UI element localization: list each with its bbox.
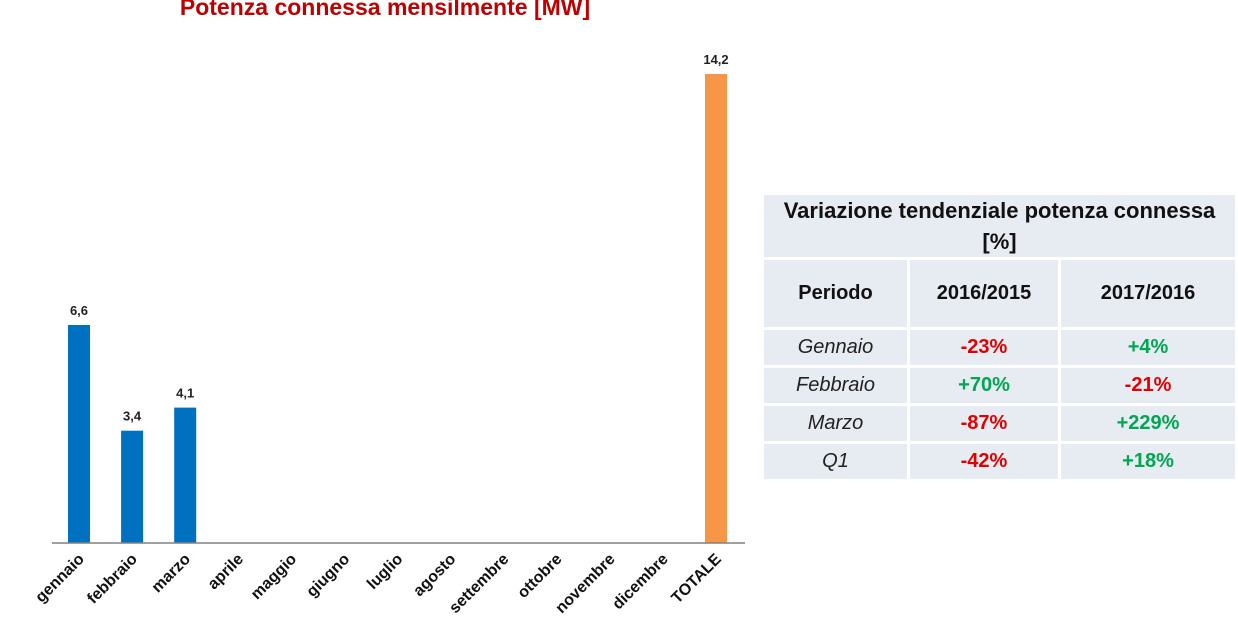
- x-tick-aprile: aprile: [205, 551, 247, 593]
- value-cell: -21%: [1057, 365, 1238, 406]
- x-tick-giugno: giugno: [304, 551, 354, 601]
- x-tick-febbraio: febbraio: [84, 551, 141, 608]
- period-cell: Gennaio: [761, 327, 910, 368]
- data-label-febbraio: 3,4: [123, 409, 142, 424]
- data-label-gennaio: 6,6: [70, 303, 88, 318]
- x-tick-ottobre: ottobre: [515, 551, 566, 602]
- bar-totale: [705, 74, 727, 543]
- value-cell: -87%: [907, 403, 1061, 444]
- chart-title: Potenza connessa mensilmente [MW]: [179, 0, 591, 20]
- data-label-totale: 14,2: [703, 52, 728, 67]
- table-title: Variazione tendenziale potenza connessa …: [760, 192, 1238, 260]
- value-cell: +70%: [907, 365, 1061, 406]
- bars-group: [68, 74, 727, 543]
- table-row: Febbraio +70% -21%: [761, 365, 1238, 406]
- bar-gennaio: [68, 325, 90, 543]
- x-tick-totale: TOTALE: [669, 551, 725, 607]
- table-row: Q1 -42% +18%: [761, 441, 1238, 482]
- value-cell: +18%: [1057, 441, 1238, 482]
- data-labels-group: 6,6 3,4 4,1 14,2: [70, 52, 729, 424]
- period-cell: Febbraio: [761, 365, 910, 406]
- value-cell: +4%: [1057, 327, 1238, 368]
- data-label-marzo: 4,1: [176, 386, 194, 401]
- header-2016-2015: 2016/2015: [907, 257, 1061, 330]
- x-tick-marzo: marzo: [149, 551, 195, 597]
- value-cell: -23%: [907, 327, 1061, 368]
- bar-febbraio: [121, 430, 144, 543]
- header-period: Periodo: [761, 257, 910, 330]
- period-cell: Marzo: [761, 403, 910, 444]
- x-tick-luglio: luglio: [364, 551, 406, 593]
- bar-marzo: [174, 407, 197, 543]
- header-2017-2016: 2017/2016: [1057, 257, 1238, 330]
- value-cell: +229%: [1057, 403, 1238, 444]
- x-tick-gennaio: gennaio: [32, 551, 88, 607]
- variation-table: Variazione tendenziale potenza connessa …: [760, 192, 1238, 482]
- x-tick-agosto: agosto: [410, 551, 459, 600]
- x-tick-maggio: maggio: [248, 551, 300, 603]
- table-row: Marzo -87% +229%: [761, 403, 1238, 444]
- table-header-row: Periodo 2016/2015 2017/2016: [761, 257, 1238, 330]
- table-row: Gennaio -23% +4%: [761, 327, 1238, 368]
- x-tick-dicembre: dicembre: [609, 551, 671, 613]
- value-cell: -42%: [907, 441, 1061, 482]
- period-cell: Q1: [761, 441, 910, 482]
